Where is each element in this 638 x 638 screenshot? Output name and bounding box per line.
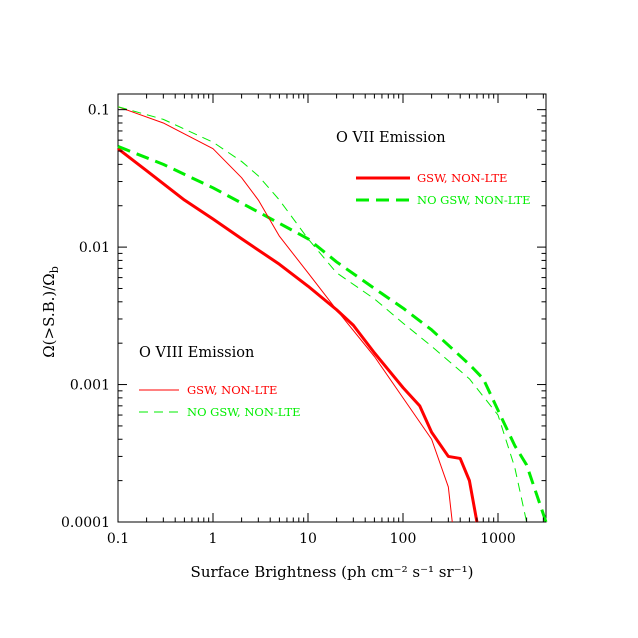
plot-frame [117, 93, 547, 523]
legend-label: NO GSW, NON-LTE [187, 405, 301, 419]
x-tick-label: 0.1 [107, 531, 129, 547]
y-axis-label: Ω(>S.B.)/Ωb [40, 266, 61, 358]
y-tick-label: 0.01 [79, 240, 110, 256]
legend-label: GSW, NON-LTE [417, 171, 507, 185]
legend-label: NO GSW, NON-LTE [417, 193, 531, 207]
y-axis-label-main: Ω(>S.B.)/Ω [40, 273, 58, 358]
x-axis-label: Surface Brightness (ph cm⁻² s⁻¹ sr⁻¹) [191, 563, 474, 581]
series-line-2 [117, 106, 453, 523]
annotation-ovii-emission: O VII Emission [336, 130, 446, 146]
legend-layer: GSW, NON-LTE NO GSW, NON-LTE GSW, NON-LTE N… [139, 171, 531, 419]
labels-layer: 0.1 1 10 100 1000 0.0001 0.001 0.01 0.1 [61, 103, 516, 547]
y-tick-label: 0.001 [70, 378, 110, 394]
series-line-3 [117, 106, 528, 523]
x-tick-label: 10 [299, 531, 317, 547]
y-tick-label: 0.1 [88, 103, 110, 119]
legend-label: GSW, NON-LTE [187, 383, 277, 397]
series-line-1 [117, 145, 548, 523]
y-tick-label: 0.0001 [61, 515, 110, 531]
ticks-layer [117, 94, 546, 523]
annotation-oviii-emission: O VIII Emission [139, 345, 254, 361]
x-tick-label: 1000 [480, 531, 516, 547]
series-layer [117, 106, 548, 523]
x-tick-label: 1 [209, 531, 218, 547]
series-line-0 [117, 147, 479, 523]
x-tick-label: 100 [390, 531, 417, 547]
plot-border [117, 93, 547, 523]
y-axis-label-subscript: b [48, 266, 61, 273]
